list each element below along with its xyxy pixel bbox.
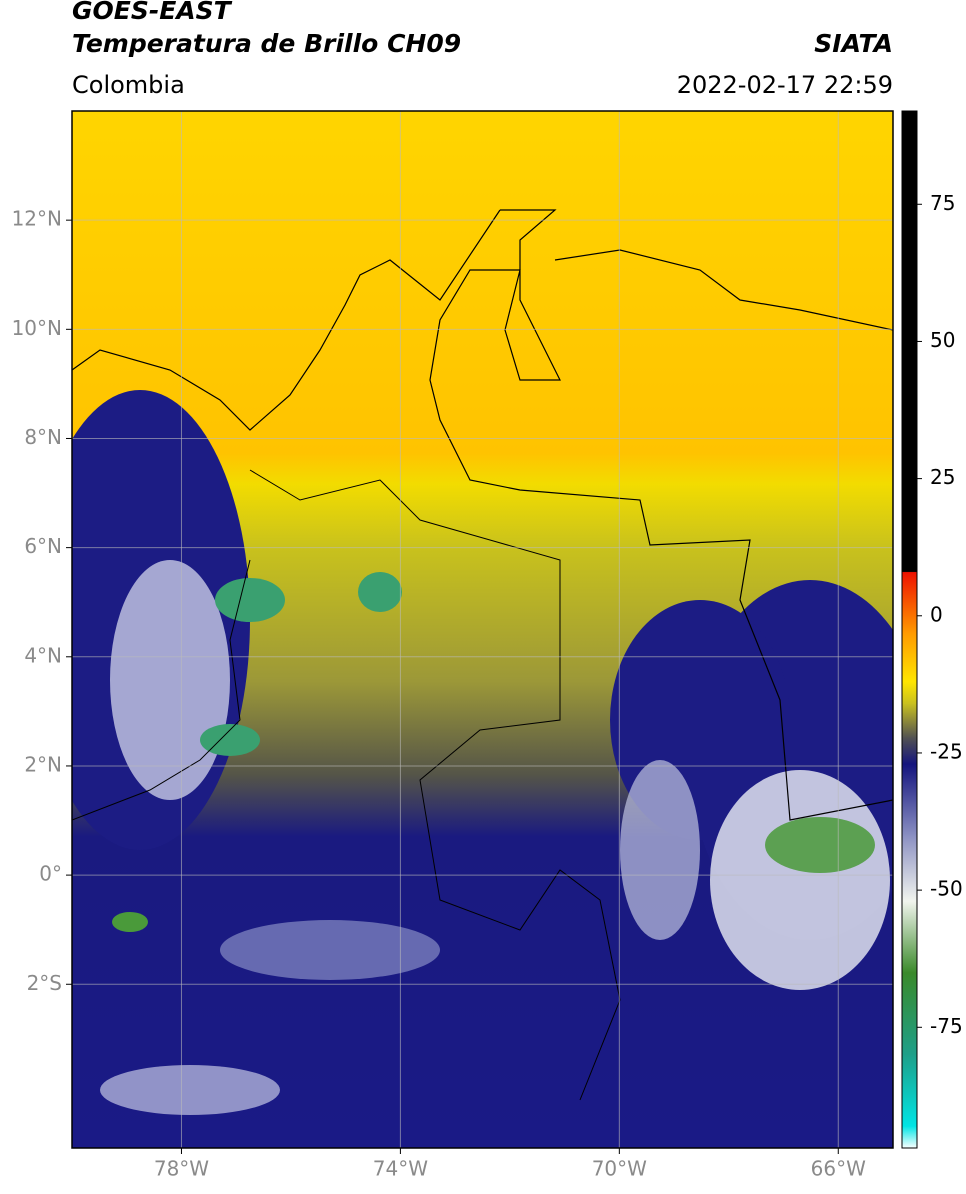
y-tick-label: 8°N [24, 425, 62, 449]
map-frame [71, 110, 894, 1149]
y-tick-label: 6°N [24, 534, 62, 558]
y-tick-label: 10°N [12, 316, 62, 340]
colorbar-tick-label: -75 [930, 1014, 963, 1038]
colorbar-tick-label: -50 [930, 877, 963, 901]
y-tick-label: 4°N [24, 643, 62, 667]
colorbar-segment [902, 835, 917, 902]
y-tick-label: 2°S [27, 971, 62, 995]
colorbar-frame [901, 110, 918, 1149]
source: SIATA [814, 29, 893, 58]
colorbar-segment [902, 1126, 917, 1149]
colorbar-segment [902, 571, 917, 573]
colorbar-tick-label: 25 [930, 465, 955, 489]
x-tick-label: 66°W [811, 1157, 866, 1181]
datetime: 2022-02-17 22:59 [677, 71, 893, 99]
x-tick-label: 70°W [592, 1157, 647, 1181]
colorbar-segment [902, 632, 917, 683]
colorbar-tick-label: -25 [930, 739, 963, 763]
colorbar-segment [902, 571, 917, 633]
satellite-image [72, 111, 893, 1148]
y-tick-label: 0° [39, 862, 62, 886]
colorbar-segment [902, 111, 917, 572]
colorbar-segment [902, 901, 917, 973]
colorbar-segment [902, 681, 917, 705]
colorbar-segment [902, 763, 917, 836]
colorbar-segment [902, 736, 917, 765]
colorbar-tick-label: 75 [930, 191, 955, 215]
y-tick-label: 12°N [12, 207, 62, 231]
x-tick-label: 78°W [154, 1157, 209, 1181]
x-tick-label: 74°W [373, 1157, 428, 1181]
title: GOES-EAST [72, 0, 233, 25]
colorbar-tick-label: 0 [930, 602, 943, 626]
colorbar-segment [902, 703, 917, 737]
colorbar-tick-label: 50 [930, 328, 955, 352]
subtitle: Temperatura de Brillo CH09 [72, 29, 461, 58]
colorbar-segment [902, 972, 917, 1056]
region: Colombia [72, 71, 185, 99]
colorbar-segment [902, 1054, 917, 1127]
y-tick-label: 2°N [24, 752, 62, 776]
